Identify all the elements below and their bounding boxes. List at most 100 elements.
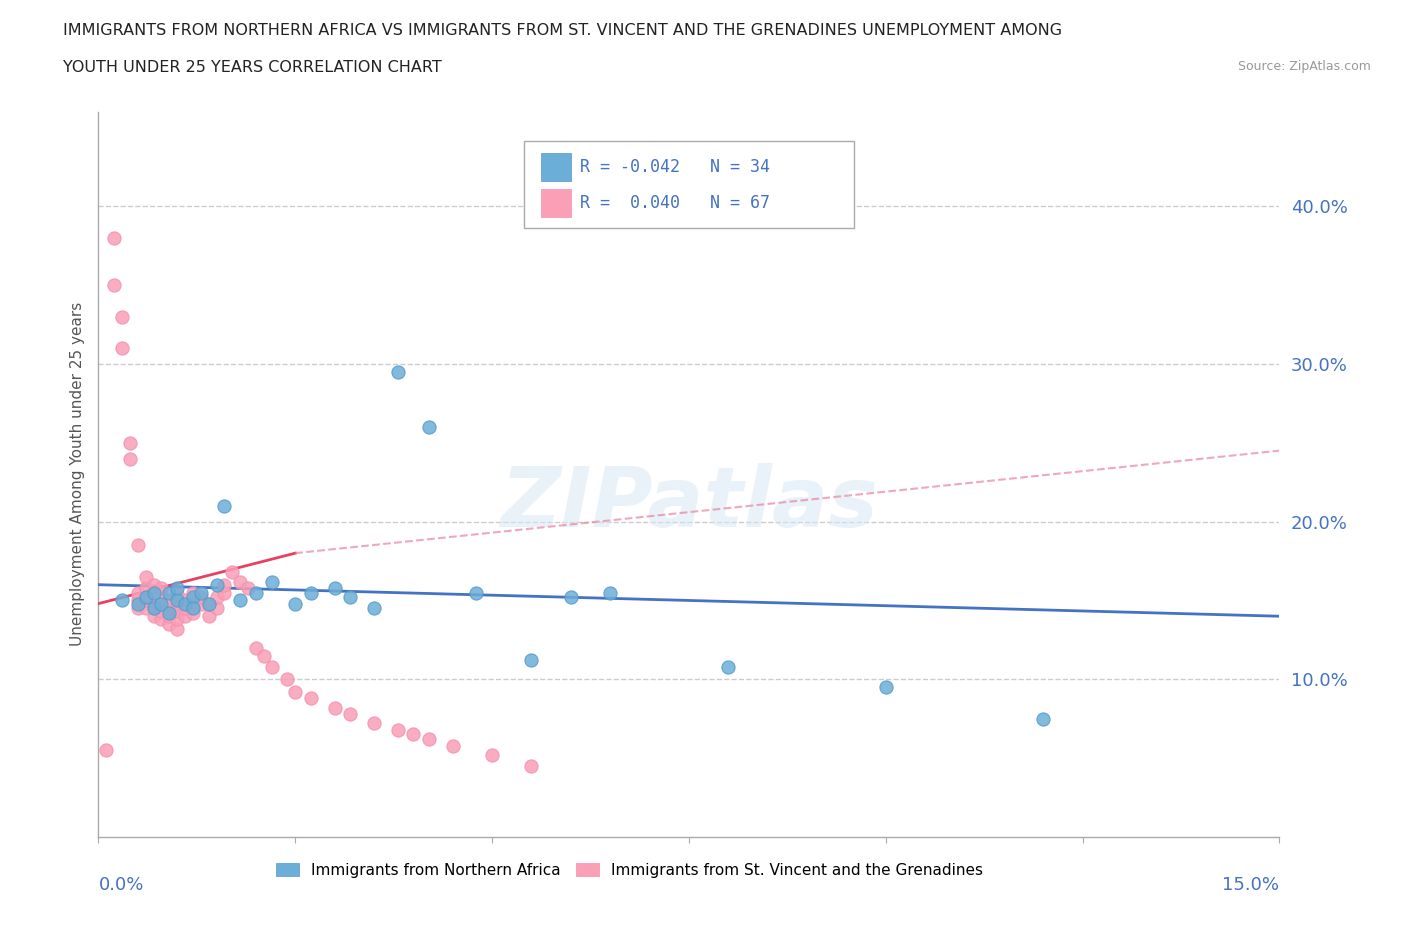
Point — [284, 596, 307, 611]
Point — [481, 748, 503, 763]
Text: 0.0%: 0.0% — [98, 876, 143, 894]
Point — [166, 596, 188, 611]
Point — [127, 596, 149, 611]
Point — [157, 585, 180, 600]
Point — [150, 604, 173, 619]
Point — [103, 278, 125, 293]
Y-axis label: Unemployment Among Youth under 25 years: Unemployment Among Youth under 25 years — [69, 302, 84, 646]
Point — [214, 578, 236, 592]
Point — [142, 585, 165, 600]
Point — [717, 659, 740, 674]
Point — [96, 743, 118, 758]
Point — [402, 727, 425, 742]
Point — [260, 574, 283, 589]
Point — [166, 580, 188, 595]
Point — [135, 580, 157, 595]
Point — [323, 580, 346, 595]
Point — [157, 609, 180, 624]
Point — [142, 596, 165, 611]
Bar — [541, 189, 571, 217]
Point — [118, 435, 141, 450]
Point — [418, 419, 440, 434]
Point — [363, 716, 385, 731]
Point — [197, 609, 219, 624]
Point — [214, 585, 236, 600]
Point — [142, 585, 165, 600]
Point — [441, 738, 464, 753]
Text: 15.0%: 15.0% — [1222, 876, 1279, 894]
Legend: Immigrants from Northern Africa, Immigrants from St. Vincent and the Grenadines: Immigrants from Northern Africa, Immigra… — [270, 857, 990, 884]
Point — [174, 596, 197, 611]
Point — [339, 707, 361, 722]
Point — [157, 605, 180, 620]
Point — [111, 309, 134, 324]
Point — [135, 590, 157, 604]
Point — [205, 590, 228, 604]
Point — [276, 671, 298, 686]
Bar — [541, 153, 571, 180]
Text: ZIPatlas: ZIPatlas — [501, 463, 877, 544]
Point — [181, 601, 204, 616]
Point — [150, 596, 173, 611]
Point — [214, 498, 236, 513]
Point — [221, 565, 243, 579]
Point — [387, 723, 409, 737]
Point — [166, 621, 188, 636]
Point — [142, 609, 165, 624]
Point — [166, 604, 188, 619]
Point — [260, 659, 283, 674]
Point — [299, 691, 322, 706]
Point — [520, 759, 543, 774]
Point — [181, 605, 204, 620]
Point — [127, 585, 149, 600]
Point — [253, 648, 276, 663]
Point — [135, 590, 157, 604]
Point — [166, 587, 188, 602]
Point — [236, 580, 259, 595]
Point — [205, 601, 228, 616]
Text: IMMIGRANTS FROM NORTHERN AFRICA VS IMMIGRANTS FROM ST. VINCENT AND THE GRENADINE: IMMIGRANTS FROM NORTHERN AFRICA VS IMMIG… — [63, 23, 1063, 38]
Point — [520, 653, 543, 668]
Text: R =  0.040   N = 67: R = 0.040 N = 67 — [581, 194, 770, 212]
Point — [150, 596, 173, 611]
Point — [127, 538, 149, 552]
Point — [181, 585, 204, 600]
Point — [135, 601, 157, 616]
Point — [229, 593, 252, 608]
Text: YOUTH UNDER 25 YEARS CORRELATION CHART: YOUTH UNDER 25 YEARS CORRELATION CHART — [63, 60, 441, 75]
Point — [387, 365, 409, 379]
Point — [111, 593, 134, 608]
Point — [181, 590, 204, 604]
Point — [560, 590, 582, 604]
Point — [142, 578, 165, 592]
Point — [599, 585, 621, 600]
Point — [150, 580, 173, 595]
Point — [197, 596, 219, 611]
Text: R = -0.042   N = 34: R = -0.042 N = 34 — [581, 158, 770, 176]
Point — [111, 340, 134, 355]
Point — [135, 569, 157, 584]
Text: Source: ZipAtlas.com: Source: ZipAtlas.com — [1237, 60, 1371, 73]
Point — [127, 601, 149, 616]
Point — [181, 596, 204, 611]
Point — [174, 601, 197, 616]
Point — [323, 700, 346, 715]
Point — [142, 601, 165, 616]
Point — [174, 593, 197, 608]
Point — [245, 641, 267, 656]
FancyBboxPatch shape — [523, 140, 855, 228]
Point — [166, 612, 188, 627]
Point — [229, 574, 252, 589]
Point — [157, 601, 180, 616]
Point — [103, 231, 125, 246]
Point — [190, 590, 212, 604]
Point — [418, 732, 440, 747]
Point — [363, 601, 385, 616]
Point — [157, 617, 180, 631]
Point — [284, 684, 307, 699]
Point — [142, 601, 165, 616]
Point — [875, 680, 897, 695]
Point — [205, 578, 228, 592]
Point — [245, 585, 267, 600]
Point — [299, 585, 322, 600]
